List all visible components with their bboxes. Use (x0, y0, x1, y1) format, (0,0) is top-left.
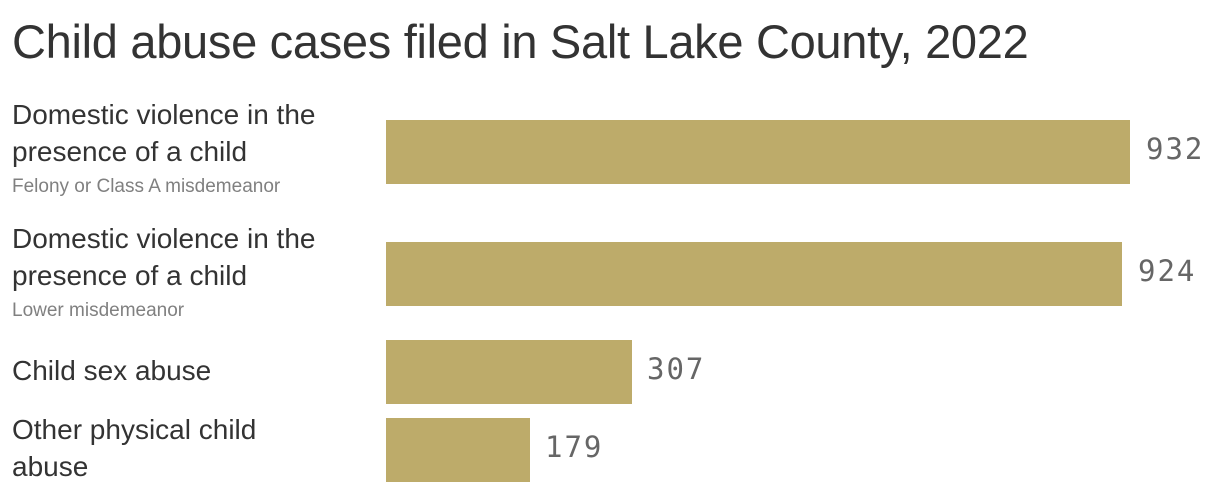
category-label: Domestic violence in the presence of a c… (12, 99, 316, 167)
bar-value: 179 (545, 430, 604, 464)
category-label: Child sex abuse (12, 355, 212, 386)
bar-label: Domestic violence in the presence of a c… (12, 220, 382, 324)
bar (386, 242, 1122, 306)
bar (386, 340, 632, 404)
bar (386, 418, 530, 482)
bar-value: 924 (1138, 254, 1197, 288)
chart-title: Child abuse cases filed in Salt Lake Cou… (12, 15, 1029, 68)
bar-value: 307 (647, 352, 706, 386)
bar-label: Other physical child abuse (12, 411, 332, 485)
category-sublabel: Felony or Class A misdemeanor (12, 176, 281, 197)
category-label: Domestic violence in the presence of a c… (12, 223, 316, 291)
category-label: Other physical child abuse (12, 414, 257, 482)
bar-label: Domestic violence in the presence of a c… (12, 96, 382, 200)
bar (386, 120, 1130, 184)
bar-label: Child sex abuse (12, 352, 382, 389)
bar-value: 932 (1146, 132, 1205, 166)
category-sublabel: Lower misdemeanor (12, 300, 185, 321)
